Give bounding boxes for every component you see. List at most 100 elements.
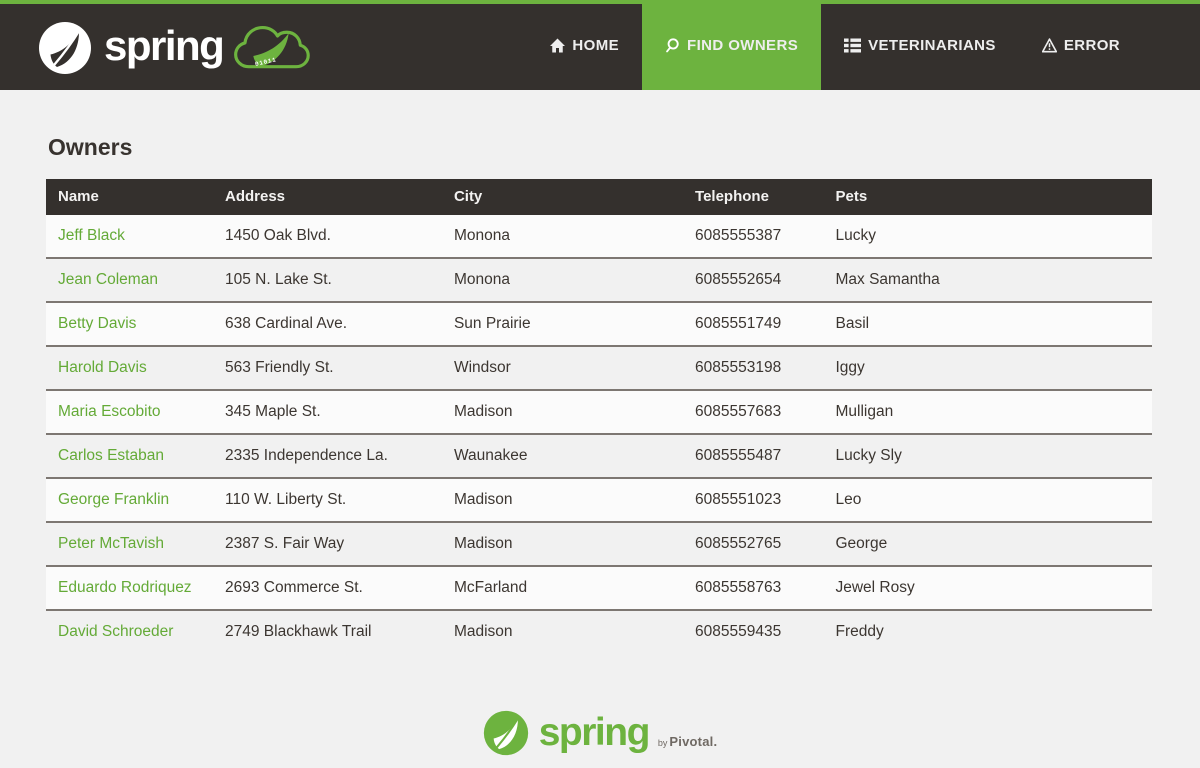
column-header-address: Address xyxy=(213,179,442,215)
owner-telephone-cell: 6085557683 xyxy=(695,403,782,420)
owner-address-cell: 105 N. Lake St. xyxy=(225,271,332,288)
table-row: Eduardo Rodriquez 2693 Commerce St. McFa… xyxy=(46,566,1152,610)
column-header-name: Name xyxy=(46,179,213,215)
owner-name-link[interactable]: Eduardo Rodriquez xyxy=(58,579,192,596)
owner-telephone-cell: 6085559435 xyxy=(695,623,782,640)
owner-city-cell: Monona xyxy=(453,227,510,244)
page-footer: spring by Pivotal. xyxy=(0,710,1200,756)
owner-name-cell: Maria Escobito xyxy=(46,390,213,434)
owner-name-link[interactable]: Jeff Black xyxy=(58,227,125,244)
owner-name-link[interactable]: Betty Davis xyxy=(58,315,137,332)
byline-by: by xyxy=(657,737,668,748)
owner-telephone-cell: 6085552654 xyxy=(695,271,782,288)
owner-pets-cell: Max Samantha xyxy=(835,271,940,288)
spring-brand-logo[interactable]: spring 01011 xyxy=(38,0,311,90)
owner-telephone-cell: 6085555387 xyxy=(695,227,782,244)
owner-telephone-cell: 6085558763 xyxy=(695,579,782,596)
owner-name-link[interactable]: George Franklin xyxy=(58,491,170,508)
owner-address-cell: 2693 Commerce St. xyxy=(225,579,363,596)
footer-brand-wordmark: spring xyxy=(538,711,651,754)
svg-text:01011: 01011 xyxy=(255,56,278,68)
byline-company: Pivotal. xyxy=(669,733,718,749)
spring-footer-leaf-icon xyxy=(483,710,528,756)
nav-item-find-owners[interactable]: FIND OWNERS xyxy=(642,0,822,90)
warning-icon xyxy=(1041,37,1057,52)
owner-name-link[interactable]: David Schroeder xyxy=(58,623,174,640)
nav-item-label: HOME xyxy=(572,36,620,54)
owner-telephone-cell: 6085552765 xyxy=(695,535,782,552)
table-row: Carlos Estaban 2335 Independence La. Wau… xyxy=(46,434,1152,478)
footer-byline: by Pivotal. xyxy=(658,734,717,749)
nav-item-veterinarians[interactable]: VETERINARIANS xyxy=(821,0,1019,90)
nav-item-label: ERROR xyxy=(1063,36,1120,54)
table-row: Jeff Black 1450 Oak Blvd. Monona 6085555… xyxy=(46,215,1152,258)
search-icon xyxy=(666,37,679,52)
owner-address-cell: 345 Maple St. xyxy=(225,403,321,420)
nav-item-home[interactable]: HOME xyxy=(527,0,642,90)
owner-name-cell: George Franklin xyxy=(46,478,213,522)
table-row: Maria Escobito 345 Maple St. Madison 608… xyxy=(46,390,1152,434)
owner-city-cell: Monona xyxy=(453,271,510,288)
owner-name-link[interactable]: Peter McTavish xyxy=(58,535,164,552)
owner-pets-cell: Basil xyxy=(835,315,870,332)
owner-name-cell: Harold Davis xyxy=(46,346,213,390)
owner-city-cell: Madison xyxy=(453,623,513,640)
owner-pets-cell: Lucky xyxy=(835,227,876,244)
top-nav-bar: spring 01011 HOME FIND OWNERS xyxy=(0,0,1200,90)
owner-pets-cell: Mulligan xyxy=(835,403,894,420)
owner-city-cell: Madison xyxy=(453,491,513,508)
owner-city-cell: Windsor xyxy=(453,359,511,376)
owner-name-link[interactable]: Maria Escobito xyxy=(58,403,161,420)
owner-address-cell: 638 Cardinal Ave. xyxy=(225,315,348,332)
owner-name-cell: Betty Davis xyxy=(46,302,213,346)
owner-address-cell: 110 W. Liberty St. xyxy=(225,491,347,508)
nav-item-label: VETERINARIANS xyxy=(868,36,996,54)
owner-telephone-cell: 6085551749 xyxy=(695,315,782,332)
table-row: Betty Davis 638 Cardinal Ave. Sun Prairi… xyxy=(46,302,1152,346)
list-icon xyxy=(844,38,862,52)
table-row: George Franklin 110 W. Liberty St. Madis… xyxy=(46,478,1152,522)
table-row: David Schroeder 2749 Blackhawk Trail Mad… xyxy=(46,610,1152,653)
owner-name-link[interactable]: Harold Davis xyxy=(58,359,147,376)
owner-name-cell: Eduardo Rodriquez xyxy=(46,566,213,610)
column-header-telephone: Telephone xyxy=(683,179,824,215)
owner-pets-cell: Jewel Rosy xyxy=(835,579,915,596)
column-header-city: City xyxy=(441,179,684,215)
spring-cloud-icon: 01011 xyxy=(234,26,311,69)
owner-city-cell: Madison xyxy=(453,403,513,420)
owner-telephone-cell: 6085555487 xyxy=(695,447,782,464)
page-title: Owners xyxy=(48,134,133,160)
table-row: Jean Coleman 105 N. Lake St. Monona 6085… xyxy=(46,258,1152,302)
owner-address-cell: 2749 Blackhawk Trail xyxy=(225,623,372,640)
spring-leaf-icon xyxy=(39,22,91,74)
owner-name-cell: Peter McTavish xyxy=(46,522,213,566)
owner-pets-cell: George xyxy=(835,535,888,552)
owner-name-link[interactable]: Jean Coleman xyxy=(58,271,158,288)
owner-city-cell: Madison xyxy=(453,535,513,552)
main-navigation: HOME FIND OWNERS VETERINARIANS xyxy=(527,0,1143,90)
owner-pets-cell: Freddy xyxy=(835,623,884,640)
owner-address-cell: 2335 Independence La. xyxy=(225,447,388,464)
owners-table: Name Address City Telephone Pets Jeff Bl… xyxy=(46,179,1152,653)
owner-city-cell: Waunakee xyxy=(453,447,528,464)
owner-pets-cell: Leo xyxy=(835,491,862,508)
table-row: Peter McTavish 2387 S. Fair Way Madison … xyxy=(46,522,1152,566)
owner-address-cell: 1450 Oak Blvd. xyxy=(225,227,331,244)
brand-wordmark: spring xyxy=(104,22,225,69)
owner-pets-cell: Iggy xyxy=(835,359,865,376)
owner-pets-cell: Lucky Sly xyxy=(835,447,902,464)
owner-name-cell: Jeff Black xyxy=(46,215,213,258)
table-row: Harold Davis 563 Friendly St. Windsor 60… xyxy=(46,346,1152,390)
owner-name-link[interactable]: Carlos Estaban xyxy=(58,447,164,464)
owners-page: Owners Name Address City Telephone Pets … xyxy=(0,90,1200,653)
owners-table-header: Name Address City Telephone Pets xyxy=(46,179,1152,215)
owner-address-cell: 2387 S. Fair Way xyxy=(225,535,345,552)
owner-name-cell: David Schroeder xyxy=(46,610,213,653)
nav-item-error[interactable]: ERROR xyxy=(1019,0,1143,90)
owner-telephone-cell: 6085551023 xyxy=(695,491,782,508)
column-header-pets: Pets xyxy=(823,179,1152,215)
nav-item-label: FIND OWNERS xyxy=(687,36,799,54)
owner-telephone-cell: 6085553198 xyxy=(695,359,782,376)
owner-address-cell: 563 Friendly St. xyxy=(225,359,334,376)
owner-city-cell: McFarland xyxy=(453,579,528,596)
